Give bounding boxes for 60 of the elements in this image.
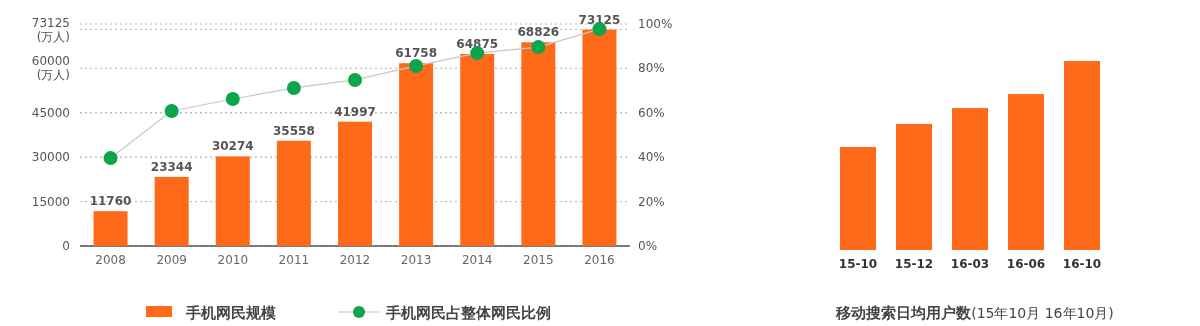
y-tick-label: 60000 (万人) [31,54,70,83]
point [409,58,424,73]
data-label: 35558 [273,123,315,138]
y-tick-label: 45000 [31,105,70,120]
data-label: 61758 [395,46,437,61]
y2-tick-label: 40% [638,150,665,165]
bar [93,211,128,246]
bar [399,63,434,246]
point [225,92,240,107]
bar [276,140,311,246]
data-label: 23344 [150,159,193,174]
y2-tick-label: 20% [638,194,665,209]
bar [896,123,932,250]
point [164,104,179,119]
legend-label: 手机网民占整体网民比例 [385,304,551,322]
x-tick-label: 2015 [523,253,554,267]
data-label: 30274 [211,139,254,154]
bar [952,108,988,250]
x-tick-label: 15-12 [894,257,934,271]
x-tick-label: 16-06 [1006,257,1046,271]
data-label: 11760 [89,194,132,209]
x-tick-label: 2012 [339,253,371,267]
data-label: 64875 [456,36,499,51]
x-tick-label: 2010 [217,253,249,267]
data-label: 41997 [334,104,376,119]
point [103,151,118,166]
y2-tick-label: 100% [638,17,673,31]
bar [840,147,876,250]
data-label: 68826 [517,25,560,40]
y2-tick-label: 60% [638,105,665,120]
bar [521,42,556,246]
bar [338,121,372,246]
x-tick-label: 16-03 [950,257,990,271]
y-tick-label: 73125 (万人) [31,15,70,44]
y-tick-label: 15000 [31,194,70,209]
x-tick-label: 2014 [461,253,493,267]
legend-label: 手机网民规模 [185,304,277,322]
bar [154,176,189,246]
point [286,80,301,95]
bar [460,53,495,246]
x-tick-label: 16-10 [1062,257,1102,271]
x-tick-label: 15-10 [838,257,878,271]
data-label: 73125 [578,12,621,27]
bar [1008,94,1044,250]
y-tick-label: 0 [62,239,70,253]
text: (15年10月 16年10月) [971,305,1114,321]
y2-tick-label: 80% [638,61,665,76]
point [531,40,546,55]
bar [582,29,617,246]
x-tick-label: 2011 [278,253,310,267]
text: 移动搜索日均用户数 [835,304,973,322]
y2-tick-label: 0% [638,239,658,253]
x-tick-label: 2008 [95,253,126,267]
x-tick-label: 2009 [156,253,187,267]
bar [1064,61,1100,250]
bar [215,156,250,246]
y-tick-label: 30000 [31,150,70,165]
x-tick-label: 2013 [400,253,432,267]
x-tick-label: 2016 [584,253,615,267]
point [348,72,362,87]
